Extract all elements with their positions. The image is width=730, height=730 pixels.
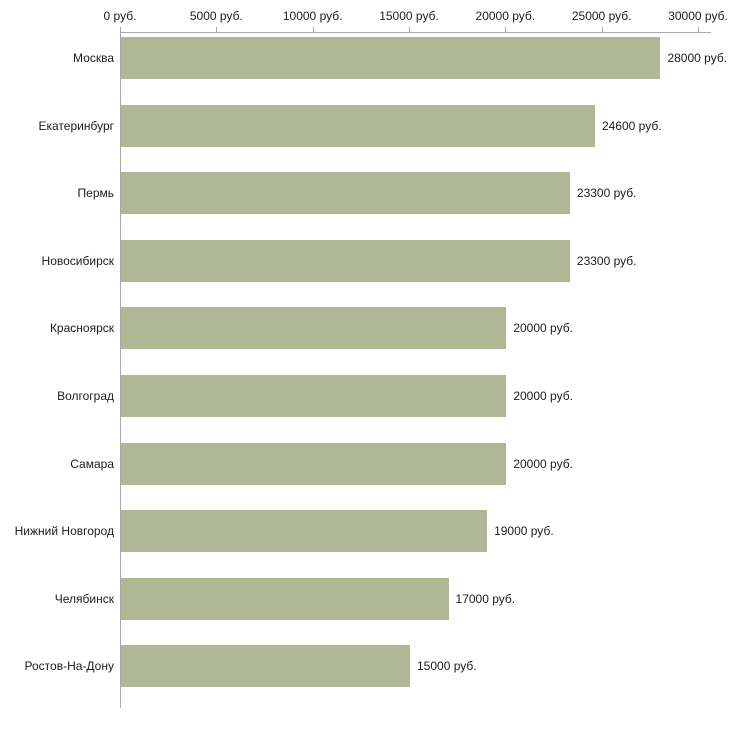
value-label: 24600 руб. xyxy=(601,118,662,133)
value-label: 20000 руб. xyxy=(513,389,573,403)
x-tick-mark xyxy=(698,27,699,32)
category-label: Самара xyxy=(70,456,114,471)
x-tick-label: 0 руб. xyxy=(103,9,137,23)
value-label: 23300 руб. xyxy=(576,253,637,268)
x-tick-label: 15000 руб. xyxy=(379,9,439,23)
value-label: 15000 руб. xyxy=(417,659,477,674)
category-label: Челябинск xyxy=(54,591,114,606)
value-label: 28000 руб. xyxy=(667,51,728,65)
category-label: Нижний Новгород xyxy=(14,524,114,539)
x-tick-mark xyxy=(601,27,603,32)
value-label: 17000 руб. xyxy=(455,591,516,606)
value-label: 20000 руб. xyxy=(513,456,573,471)
bar xyxy=(121,645,410,688)
value-label: 19000 руб. xyxy=(494,524,554,539)
bar xyxy=(121,510,488,553)
bar xyxy=(121,577,449,620)
x-tick-mark xyxy=(120,27,121,32)
category-label: Пермь xyxy=(77,186,114,201)
category-label: Волгоград xyxy=(57,389,114,403)
x-tick-label: 25000 руб. xyxy=(571,9,632,23)
x-tick-mark xyxy=(505,27,507,32)
value-label: 20000 руб. xyxy=(513,321,573,336)
x-axis-line xyxy=(120,32,711,33)
x-tick-label: 30000 руб. xyxy=(668,9,728,23)
x-tick-label: 10000 руб. xyxy=(282,9,343,23)
category-label: Новосибирск xyxy=(41,253,114,268)
category-label: Ростов-На-Дону xyxy=(24,659,114,674)
category-label: Красноярск xyxy=(49,321,114,336)
value-label: 23300 руб. xyxy=(576,186,637,201)
category-label: Екатеринбург xyxy=(38,118,115,133)
x-tick-label: 20000 руб. xyxy=(475,9,536,23)
y-axis-line xyxy=(120,32,121,708)
bar xyxy=(121,307,507,350)
bar xyxy=(121,375,507,417)
bar xyxy=(121,104,595,147)
bar xyxy=(121,239,570,282)
category-label: Москва xyxy=(73,51,114,65)
x-tick-mark xyxy=(312,27,314,32)
bar xyxy=(121,442,507,485)
x-tick-label: 5000 руб. xyxy=(189,9,243,23)
x-tick-mark xyxy=(409,27,410,32)
bar xyxy=(121,37,661,79)
bar xyxy=(121,172,570,215)
x-tick-mark xyxy=(216,27,218,32)
